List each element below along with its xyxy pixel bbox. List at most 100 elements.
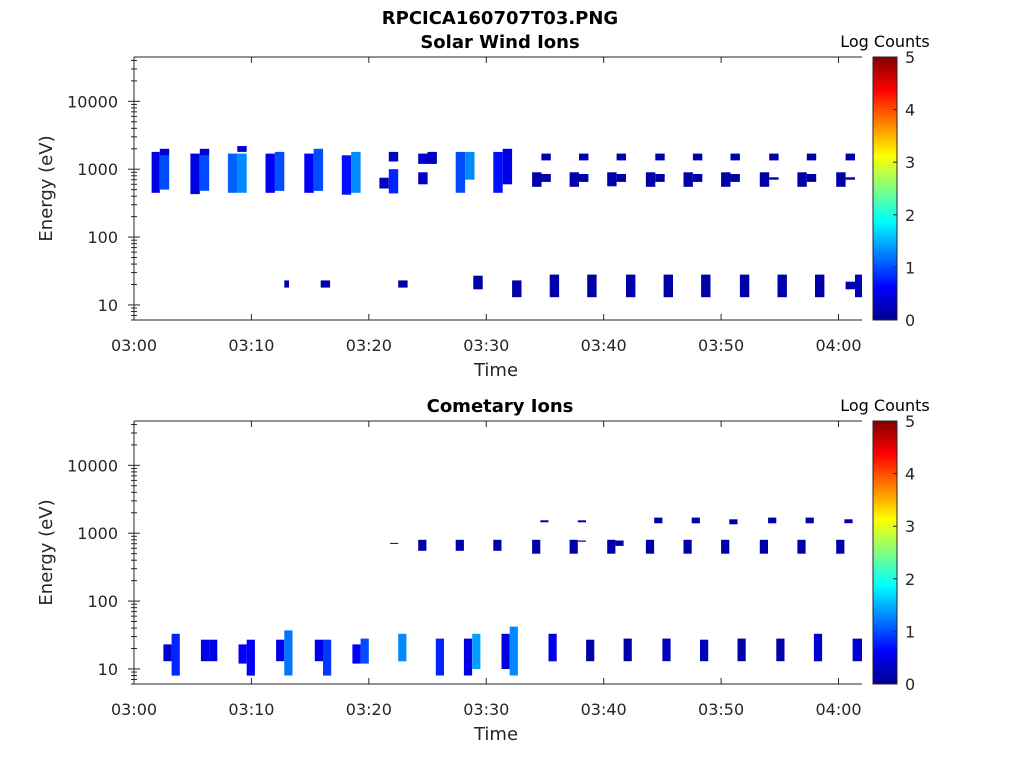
y-tick-label: 1000 [77, 524, 118, 543]
heatmap-cell [159, 155, 170, 190]
heatmap-cell [465, 151, 475, 180]
heatmap-cell [655, 174, 665, 182]
heatmap-cell [390, 542, 399, 544]
panel-title: Solar Wind Ions [420, 32, 579, 53]
heatmap-cell [501, 633, 510, 669]
heatmap-cell [532, 539, 541, 554]
heatmap-cell [237, 153, 247, 193]
colorbar-gradient [872, 56, 898, 321]
heatmap-cell [569, 172, 579, 187]
heatmap-cell [616, 174, 626, 182]
heatmap-cell [616, 153, 626, 161]
heatmap-cell [304, 153, 314, 193]
colorbar-tick-label: 4 [905, 101, 915, 120]
heatmap-cell [199, 148, 210, 156]
heatmap-cell [654, 517, 663, 524]
heatmap-cell [549, 274, 560, 298]
heatmap-cell [587, 274, 597, 298]
heatmap-cell [237, 146, 247, 152]
heatmap-cell [663, 274, 673, 298]
x-tick-label: 03:50 [698, 700, 744, 719]
heatmap-cell [199, 155, 210, 191]
heatmap-cell [759, 539, 768, 554]
y-tick-label: 100 [87, 228, 118, 247]
x-tick-label: 04:00 [815, 700, 861, 719]
heatmap-cell [274, 151, 285, 191]
heatmap-cell [540, 520, 549, 523]
heatmap-cell [209, 639, 218, 662]
colorbar-tick-label: 0 [905, 675, 915, 694]
heatmap-cell [655, 153, 665, 161]
heatmap-cell [607, 172, 617, 187]
heatmap-cell [320, 280, 331, 288]
heatmap-cell [645, 172, 656, 187]
heatmap-cell [200, 639, 210, 662]
heatmap-cell [768, 517, 777, 524]
heatmap-cell [541, 174, 551, 182]
heatmap-cell [691, 517, 700, 524]
heatmap-cell [341, 155, 352, 195]
x-tick-label: 03:20 [346, 700, 392, 719]
heatmap-cell [227, 153, 238, 193]
heatmap-cell [190, 153, 200, 195]
heatmap-cell [769, 177, 779, 180]
heatmap-cell [579, 174, 589, 182]
heatmap-cell [683, 539, 692, 554]
heatmap-cell [532, 172, 542, 187]
colorbar-tick-label: 5 [905, 48, 915, 67]
heatmap-cell [379, 177, 389, 189]
heatmap-cell [463, 638, 473, 676]
heatmap-cell [623, 638, 632, 662]
x-tick-label: 03:00 [111, 700, 157, 719]
heatmap-cell [313, 148, 324, 191]
heatmap-cell [351, 151, 361, 193]
heatmap-cell [855, 274, 862, 298]
y-axis-label: Energy (eV) [36, 499, 57, 605]
x-tick-label: 03:20 [346, 336, 392, 355]
heatmap-cell [577, 540, 586, 542]
panel-2: 03:00 03:10 03:20 03:30 03:40 03:50 04:0010100… [36, 396, 930, 745]
heatmap-cell [683, 172, 693, 187]
x-tick-label: 03:50 [698, 336, 744, 355]
heatmap-cell [805, 517, 814, 524]
heatmap-cell [427, 151, 437, 164]
heatmap-cell [692, 153, 703, 161]
heatmap-cell [836, 539, 845, 554]
heatmap-cell [473, 275, 483, 290]
heatmap-cell [737, 638, 746, 662]
heatmap-cell [645, 539, 655, 554]
heatmap-cell [159, 148, 170, 156]
heatmap-cell [845, 281, 855, 290]
heatmap-cell [171, 633, 180, 676]
heatmap-cell [777, 274, 787, 298]
heatmap-cell [815, 274, 825, 298]
colorbar-tick-label: 3 [905, 517, 915, 536]
heatmap-cell [418, 172, 428, 185]
panel-1: 03:00 03:10 03:20 03:30 03:40 03:50 04:0010100… [36, 32, 930, 381]
heatmap-cell [493, 539, 502, 551]
colorbar-tick-label: 1 [905, 622, 915, 641]
heatmap-cell [586, 639, 595, 662]
heatmap-cell [360, 638, 369, 664]
x-tick-label: 03:00 [111, 336, 157, 355]
heatmap-cell [418, 539, 427, 551]
heatmap-cell [769, 153, 779, 161]
heatmap-cell [548, 633, 557, 662]
figure-title: RPCICA160707T03.PNG [382, 8, 618, 29]
heatmap-cell [265, 153, 275, 193]
heatmap-cell [662, 638, 671, 662]
heatmap-cell [759, 172, 770, 187]
heatmap-cell [852, 638, 862, 662]
heatmap-cell [284, 630, 293, 676]
colorbar-tick-label: 0 [905, 311, 915, 330]
heatmap-cell [435, 638, 444, 676]
heatmap-cell [276, 639, 285, 662]
heatmap-cell [238, 644, 247, 664]
heatmap-cell [455, 151, 466, 193]
colorbar-title: Log Counts [840, 32, 930, 51]
x-tick-label: 03:30 [463, 336, 509, 355]
heatmap-cell [579, 153, 589, 161]
colorbar-gradient [872, 420, 898, 685]
